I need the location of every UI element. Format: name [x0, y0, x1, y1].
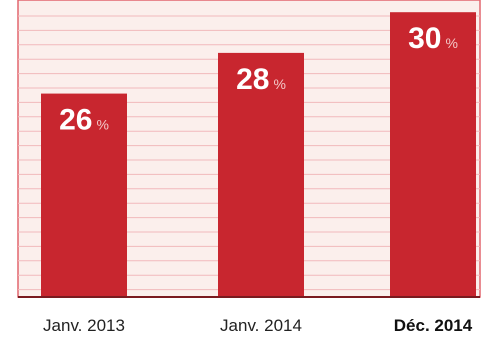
category-labels: Janv. 2013 Janv. 2014 Déc. 2014: [43, 316, 473, 335]
bar-value-label: 26%: [59, 104, 109, 137]
bar-value-label: 30%: [408, 22, 458, 55]
bar: [390, 12, 476, 298]
x-tick-label: Déc. 2014: [394, 316, 473, 335]
bar: [41, 93, 127, 297]
bar-value-number: 30: [408, 22, 441, 55]
bar-value-label: 28%: [236, 63, 286, 96]
bar: [218, 52, 304, 297]
bar-value-number: 28: [236, 63, 269, 96]
bar-value-number: 26: [59, 104, 92, 137]
x-tick-label: Janv. 2013: [43, 316, 125, 335]
bar-value-unit: %: [445, 35, 457, 51]
bar-value-unit: %: [273, 76, 285, 92]
x-tick-label: Janv. 2014: [220, 316, 302, 335]
bars: [41, 12, 476, 298]
data-labels: 26 %28 %30%: [59, 22, 458, 136]
bar-value-unit: %: [96, 117, 108, 133]
